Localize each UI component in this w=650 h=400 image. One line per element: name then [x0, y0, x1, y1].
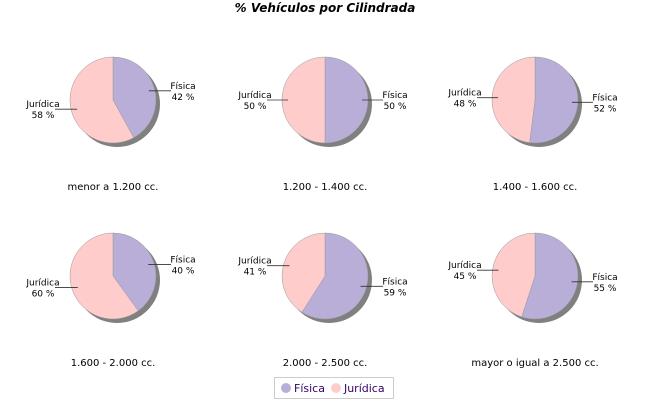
- slice-label-name: Física: [170, 82, 195, 92]
- slice-label-value: 59 %: [384, 288, 407, 298]
- pie-caption: 1.400 - 1.600 cc.: [493, 182, 578, 193]
- pie-caption: menor a 1.200 cc.: [68, 182, 159, 193]
- slice-label-value: 48 %: [454, 100, 477, 110]
- pie-slice-juridica: [491, 232, 536, 318]
- pie-slice-fisica: [521, 232, 579, 320]
- slice-label-value: 58 %: [32, 111, 55, 121]
- pie-caption: 2.000 - 2.500 cc.: [283, 358, 368, 369]
- slice-label-value: 50 %: [384, 102, 407, 112]
- legend-label: Física: [294, 381, 325, 395]
- pie-slice-fisica: [301, 232, 369, 320]
- slice-label-name: Jurídica: [237, 257, 271, 267]
- legend-item-fisica: Física: [281, 382, 325, 395]
- slice-label-value: 40 %: [172, 267, 195, 277]
- legend-swatch: [281, 383, 291, 393]
- slice-label-name: Jurídica: [25, 100, 59, 110]
- legend: Física Jurídica: [274, 377, 394, 399]
- slice-label-value: 42 %: [172, 93, 195, 103]
- slice-label-name: Física: [592, 93, 617, 103]
- slice-label-value: 50 %: [244, 102, 267, 112]
- legend-item-juridica: Jurídica: [330, 381, 385, 395]
- chart-title: % Vehículos por Cilindrada: [234, 1, 416, 15]
- slice-label-name: Física: [382, 91, 407, 101]
- slice-label-value: 55 %: [594, 284, 617, 294]
- pie-caption: mayor o igual a 2.500 cc.: [471, 358, 598, 369]
- legend-swatch: [330, 383, 341, 393]
- slice-label-value: 52 %: [594, 104, 617, 114]
- pie-slice-fisica: [112, 232, 157, 312]
- pie-slice-fisica: [112, 56, 157, 139]
- pie-slice-juridica: [491, 56, 536, 143]
- slice-label-name: Física: [382, 277, 407, 287]
- slice-label-name: Física: [170, 256, 195, 266]
- slice-label-name: Física: [592, 273, 617, 283]
- pie-slice-juridica: [281, 232, 326, 313]
- pie-caption: 1.200 - 1.400 cc.: [283, 182, 368, 193]
- legend-label: Jurídica: [343, 381, 385, 395]
- pie-slice-juridica: [69, 56, 135, 144]
- slice-label-value: 60 %: [32, 289, 55, 299]
- slice-label-name: Jurídica: [447, 261, 481, 271]
- pie-slice-juridica: [69, 232, 139, 320]
- slice-label-name: Jurídica: [25, 278, 59, 288]
- slice-label-value: 41 %: [244, 268, 267, 278]
- slice-label-name: Jurídica: [237, 91, 271, 101]
- slice-label-value: 45 %: [454, 272, 477, 282]
- pie-caption: 1.600 - 2.000 cc.: [71, 358, 156, 369]
- pie-slice-juridica: [281, 56, 326, 144]
- slice-label-name: Jurídica: [447, 89, 481, 99]
